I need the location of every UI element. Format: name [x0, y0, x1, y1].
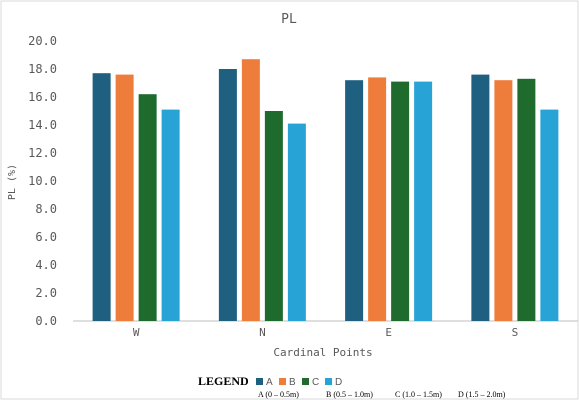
bar-b-s [494, 80, 513, 321]
y-tick-label: 6.0 [35, 230, 57, 244]
bar-a-s [471, 74, 490, 321]
y-tick-label: 20.0 [28, 34, 57, 48]
legend-swatch [256, 378, 263, 385]
bar-a-e [345, 80, 364, 321]
legend-notes: A (0 – 0.5m) B (0.5 – 1.0m) C (1.0 – 1.5m)… [258, 390, 506, 399]
legend-swatch [302, 378, 309, 385]
bar-d-n [287, 123, 306, 321]
bar-c-e [391, 81, 410, 321]
y-tick-label: 8.0 [35, 202, 57, 216]
y-axis-label: PL (%) [7, 164, 18, 200]
legend-note: A (0 – 0.5m) [258, 390, 299, 399]
legend-heading: LEGEND [198, 374, 249, 388]
y-tick-label: 16.0 [28, 90, 57, 104]
legend-label: D [335, 377, 342, 388]
x-tick-label: W [133, 326, 140, 339]
y-tick-label: 18.0 [28, 62, 57, 76]
y-tick-label: 12.0 [28, 146, 57, 160]
x-axis-label: Cardinal Points [273, 346, 372, 359]
bar-c-n [264, 111, 283, 321]
y-tick-label: 14.0 [28, 118, 57, 132]
bar-d-s [540, 109, 559, 321]
legend-note: C (1.0 – 1.5m) [395, 390, 442, 399]
bar-b-n [241, 59, 260, 321]
y-axis-ticks: 0.0 2.0 4.0 6.0 8.0 10.0 12.0 14.0 16.0 18.0 20.0 [28, 34, 57, 328]
bar-d-w [161, 109, 180, 321]
legend-label: A [266, 377, 273, 388]
bar-a-w [92, 73, 111, 321]
legend-label: B [289, 377, 296, 388]
x-tick-label: E [385, 326, 392, 339]
legend-swatch [279, 378, 286, 385]
y-tick-label: 2.0 [35, 286, 57, 300]
legend-note: B (0.5 – 1.0m) [326, 390, 373, 399]
bar-d-e [414, 81, 433, 321]
bar-b-e [368, 77, 387, 322]
x-tick-label: N [259, 326, 266, 339]
bar-c-s [517, 78, 536, 321]
bar-c-w [138, 94, 157, 321]
legend-swatch [325, 378, 332, 385]
legend: LEGEND A B C D A (0 – 0.5m) B (0.5 – 1.0m) C … [198, 374, 506, 399]
x-tick-label: S [512, 326, 519, 339]
y-tick-label: 4.0 [35, 258, 57, 272]
legend-note: D (1.5 – 2.0m) [458, 390, 506, 399]
y-tick-label: 0.0 [35, 314, 57, 328]
legend-items: A B C D [256, 377, 342, 388]
legend-label: C [312, 377, 319, 388]
bar-series [92, 59, 559, 322]
bar-b-w [115, 74, 134, 321]
y-tick-label: 10.0 [28, 174, 57, 188]
chart-title: PL [281, 12, 297, 27]
bar-a-n [218, 69, 237, 321]
